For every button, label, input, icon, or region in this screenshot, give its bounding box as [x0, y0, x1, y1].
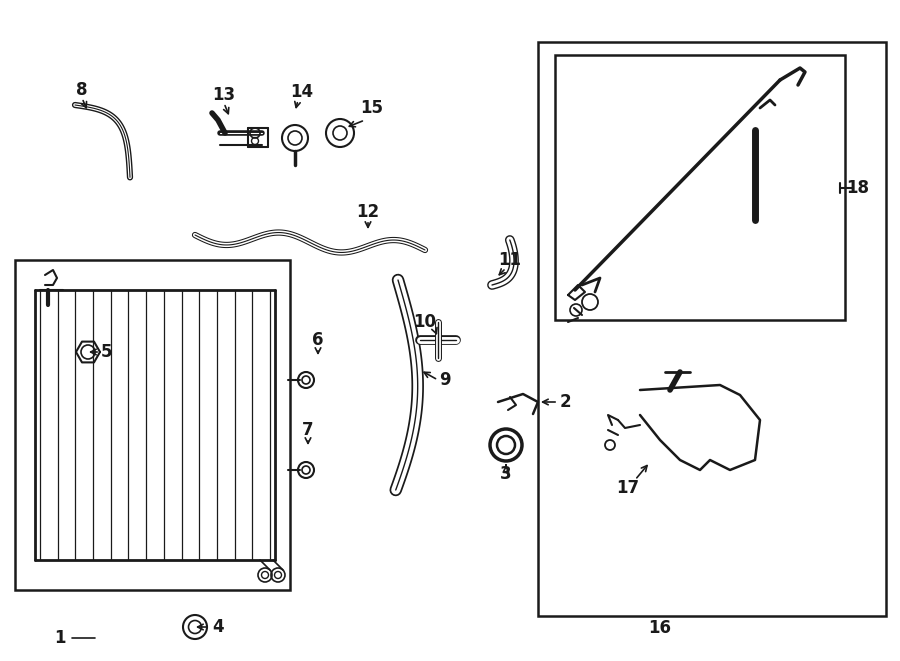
Text: 1: 1 [54, 629, 66, 647]
Text: 14: 14 [291, 83, 313, 101]
Text: 9: 9 [439, 371, 451, 389]
Text: 5: 5 [101, 343, 112, 361]
Text: 12: 12 [356, 203, 380, 221]
Text: 7: 7 [302, 421, 314, 439]
Bar [538, 42, 886, 616]
Text: 8: 8 [76, 81, 88, 99]
Text: 6: 6 [312, 331, 324, 349]
Bar [15, 260, 290, 590]
Text: 3: 3 [500, 465, 512, 483]
Text: 4: 4 [212, 618, 224, 636]
Text: 17: 17 [616, 479, 640, 497]
Text: 15: 15 [361, 99, 383, 117]
Text: 16: 16 [649, 619, 671, 637]
Text: 18: 18 [847, 179, 869, 197]
Text: 11: 11 [499, 251, 521, 269]
Bar [555, 55, 845, 320]
Text: 13: 13 [212, 86, 236, 104]
Text: 2: 2 [559, 393, 571, 411]
Text: 10: 10 [413, 313, 436, 331]
